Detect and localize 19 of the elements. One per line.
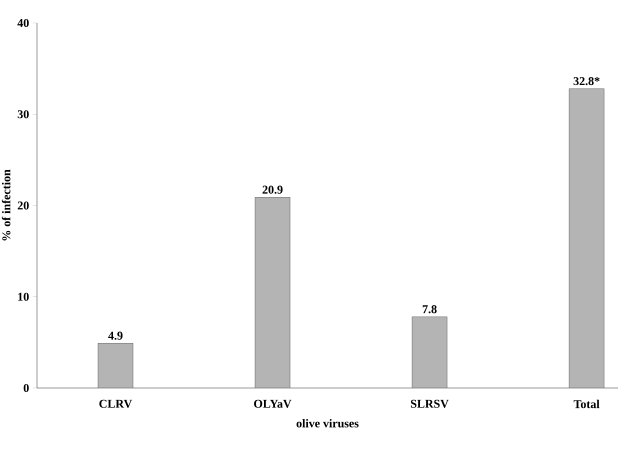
data-label: 32.8*	[574, 77, 600, 86]
data-label: 4.9	[108, 332, 123, 340]
bar	[254, 197, 290, 388]
y-tick-label: 30	[18, 110, 29, 118]
y-tick-label: 0	[24, 384, 29, 392]
x-tick-label: CLRV	[99, 400, 132, 408]
bar	[98, 343, 134, 388]
x-tick-label: Total	[574, 400, 600, 408]
data-label: 7.8	[422, 305, 437, 314]
bar	[568, 88, 604, 388]
x-tick-label: OLYaV	[254, 400, 292, 408]
bar	[412, 316, 448, 388]
y-tick-label: 10	[18, 292, 29, 301]
y-axis-title: % of infection	[2, 169, 10, 240]
x-tick-label: SLRSV	[410, 400, 449, 408]
data-label: 20.9	[262, 186, 283, 194]
y-tick-label: 40	[17, 18, 29, 28]
x-axis-title: olive viruses	[296, 419, 359, 428]
y-tick-label: 20	[18, 201, 29, 210]
